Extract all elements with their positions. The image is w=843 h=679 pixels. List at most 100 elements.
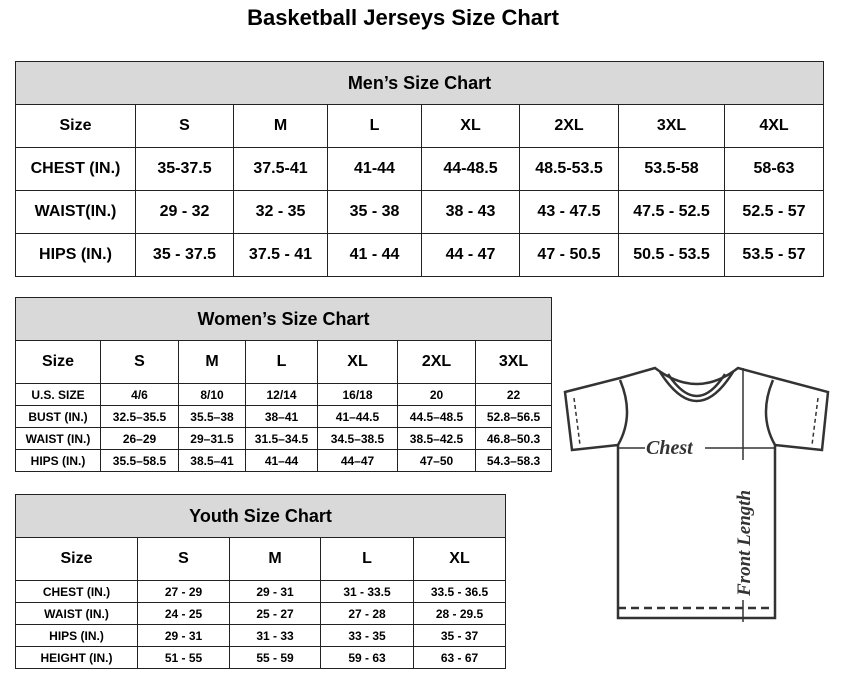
table-cell: 27 - 28 [320,602,414,625]
table-cell: 31.5–34.5 [245,427,318,450]
table-cell: L [320,537,414,581]
table-cell: 41-44 [327,147,422,191]
table-cell: 44–47 [317,449,398,472]
table-cell: 29 - 31 [137,624,230,647]
table-cell: S [137,537,230,581]
row-label: BUST (IN.) [15,405,101,428]
table-cell: 25 - 27 [229,602,321,625]
table-cell: 27 - 29 [137,580,230,603]
table-cell: 38 - 43 [421,190,520,234]
row-label: HIPS (IN.) [15,449,101,472]
table-row: U.S. SIZE 4/6 8/10 12/14 16/18 20 22 [15,383,553,406]
table-cell: XL [317,340,398,384]
table-cell: 58-63 [724,147,824,191]
row-label: HEIGHT (IN.) [15,646,138,669]
row-label: Size [15,537,138,581]
table-cell: 32.5–35.5 [100,405,179,428]
table-cell: 29 - 31 [229,580,321,603]
table-cell: 52.5 - 57 [724,190,824,234]
womens-size-table: Women’s Size Chart Size S M L XL 2XL 3XL U.S. SI… [14,297,553,472]
table-cell: 47 - 50.5 [519,233,619,277]
table-cell: 53.5-58 [618,147,725,191]
table-row: CHEST (IN.) 27 - 29 29 - 31 31 - 33.5 33.5 -… [15,580,507,603]
front-length-label: Front Length [734,490,755,597]
row-label: Size [15,340,101,384]
table-cell: 33.5 - 36.5 [412,580,507,603]
table-cell: 2XL [397,340,476,384]
table-cell: 55 - 59 [229,646,321,669]
table-cell: 35 - 38 [327,190,422,234]
youth-size-table: Youth Size Chart Size S M L XL CHEST (IN.) 27 -… [14,494,507,669]
table-cell: 33 - 35 [320,624,414,647]
table-cell: 48.5-53.5 [519,147,619,191]
table-cell: XL [421,104,520,148]
row-label: CHEST (IN.) [15,580,138,603]
table-cell: S [100,340,179,384]
table-row: WAIST (IN.) 26–29 29–31.5 31.5–34.5 34.5–38.… [15,427,553,450]
table-cell: 3XL [618,104,725,148]
table-cell: 38.5–42.5 [397,427,476,450]
table-cell: 37.5-41 [233,147,328,191]
table-cell: 20 [397,383,476,406]
row-label: U.S. SIZE [15,383,101,406]
header-row: Size S M L XL [15,537,507,581]
table-cell: 44 - 47 [421,233,520,277]
table-cell: 35 - 37 [412,624,507,647]
table-cell: 28 - 29.5 [412,602,507,625]
table-cell: 41 - 44 [327,233,422,277]
table-cell: M [233,104,328,148]
mens-size-table: Men’s Size Chart Size S M L XL 2XL 3XL 4XL CHEST … [15,61,824,277]
table-cell: S [135,104,234,148]
table-row: BUST (IN.) 32.5–35.5 35.5–38 38–41 41–44.5 44… [15,405,553,428]
table-title: Youth Size Chart [14,494,507,538]
table-row: WAIST(IN.) 29 - 32 32 - 35 35 - 38 38 - 43 43… [15,190,824,234]
table-cell: 38–41 [245,405,318,428]
table-cell: 3XL [474,340,553,384]
table-cell: 4/6 [100,383,179,406]
table-title: Men’s Size Chart [15,61,824,105]
page-title: Basketball Jerseys Size Chart [247,5,559,30]
table-cell: 22 [474,383,553,406]
table-cell: 35 - 37.5 [135,233,234,277]
table-cell: 54.3–58.3 [474,449,553,472]
table-cell: 41–44.5 [317,405,398,428]
table-cell: M [229,537,321,581]
table-cell: 59 - 63 [320,646,414,669]
table-cell: 51 - 55 [137,646,230,669]
table-cell: L [245,340,318,384]
row-label: WAIST(IN.) [15,190,136,234]
chest-label: Chest [646,437,694,459]
table-cell: 34.5–38.5 [317,427,398,450]
table-cell: 29–31.5 [178,427,246,450]
table-cell: 12/14 [245,383,318,406]
table-cell: 37.5 - 41 [233,233,328,277]
t-shirt-icon: Chest Front Length [563,366,830,622]
header-row: Size S M L XL 2XL 3XL [15,340,553,384]
table-cell: 29 - 32 [135,190,234,234]
table-row: WAIST (IN.) 24 - 25 25 - 27 27 - 28 28 - 29.… [15,602,507,625]
row-label: CHEST (IN.) [15,147,136,191]
table-cell: 46.8–50.3 [474,427,553,450]
table-row: HEIGHT (IN.) 51 - 55 55 - 59 59 - 63 63 - 67 [15,646,507,669]
table-cell: 44.5–48.5 [397,405,476,428]
table-cell: 43 - 47.5 [519,190,619,234]
table-cell: L [327,104,422,148]
table-cell: 52.8–56.5 [474,405,553,428]
table-cell: 2XL [519,104,619,148]
table-cell: 26–29 [100,427,179,450]
table-cell: 31 - 33.5 [320,580,414,603]
table-cell: 35-37.5 [135,147,234,191]
table-cell: 63 - 67 [412,646,507,669]
table-cell: 38.5–41 [178,449,246,472]
table-cell: 47–50 [397,449,476,472]
table-cell: 41–44 [245,449,318,472]
row-label: WAIST (IN.) [15,427,101,450]
table-row: CHEST (IN.) 35-37.5 37.5-41 41-44 44-48.5 48.… [15,147,824,191]
table-cell: XL [412,537,507,581]
table-cell: 8/10 [178,383,246,406]
table-cell: 35.5–58.5 [100,449,179,472]
table-cell: 31 - 33 [229,624,321,647]
table-cell: 32 - 35 [233,190,328,234]
row-label: HIPS (IN.) [15,233,136,277]
table-row: HIPS (IN.) 35.5–58.5 38.5–41 41–44 44–47 47–5… [15,449,553,472]
